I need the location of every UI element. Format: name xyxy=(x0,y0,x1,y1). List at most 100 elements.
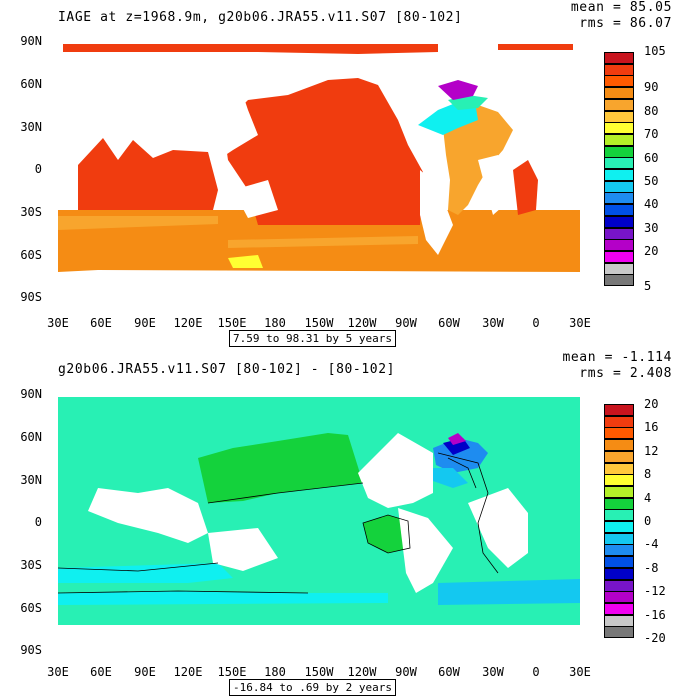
pacific-ocean-region xyxy=(223,78,423,225)
colorbar-swatch xyxy=(604,157,634,170)
colorbar-swatch xyxy=(604,415,634,428)
colorbar-swatch xyxy=(604,544,634,557)
colorbar-swatch xyxy=(604,450,634,463)
colorbar-label: 8 xyxy=(644,467,652,481)
colorbar-swatch xyxy=(604,75,634,88)
lon-label: 30E xyxy=(569,665,591,679)
lon-label: 90W xyxy=(395,316,417,330)
lat-label: 60N xyxy=(20,430,42,444)
colorbar-swatch xyxy=(604,532,634,545)
indian-ocean-region xyxy=(78,138,218,210)
colorbar-swatch xyxy=(604,439,634,452)
lon-label: 30W xyxy=(482,316,504,330)
lat-label: 0 xyxy=(34,515,42,529)
lon-label: 0 xyxy=(532,316,540,330)
map-title: g20b06.JRA55.v11.S07 [80-102] - [80-102] xyxy=(58,362,396,377)
lat-label: 90N xyxy=(20,387,42,401)
colorbar-label: 70 xyxy=(644,127,659,141)
lat-label: 30N xyxy=(20,120,42,134)
colorbar-label: -4 xyxy=(644,537,659,551)
colorbar-swatch xyxy=(604,262,634,275)
colorbar-swatch xyxy=(604,474,634,487)
lon-label: 150W xyxy=(304,316,334,330)
lon-label: 150W xyxy=(304,665,334,679)
lon-label: 180 xyxy=(264,665,286,679)
colorbar-swatch xyxy=(604,110,634,123)
colorbar-swatch xyxy=(604,556,634,569)
colorbar-swatch xyxy=(604,192,634,205)
colorbar-label: 80 xyxy=(644,104,659,118)
colorbar-swatch xyxy=(604,52,634,64)
colorbar-swatch xyxy=(604,215,634,228)
colorbar-label: 12 xyxy=(644,444,659,458)
contour-range-box: -16.84 to .69 by 2 years xyxy=(229,679,396,696)
lon-label: 150E xyxy=(217,665,247,679)
colorbar-swatch xyxy=(604,626,634,639)
colorbar-swatch xyxy=(604,250,634,263)
lat-label: 60S xyxy=(20,601,42,615)
colorbar-swatch xyxy=(604,87,634,100)
colorbar-swatch xyxy=(604,509,634,522)
colorbar-label: 0 xyxy=(644,514,652,528)
colorbar-swatch xyxy=(604,427,634,440)
lon-label: 90W xyxy=(395,665,417,679)
lon-label: 30W xyxy=(482,665,504,679)
lon-label: 60E xyxy=(90,316,112,330)
difference-map xyxy=(58,393,580,649)
colorbar-label: -16 xyxy=(644,608,666,622)
lat-label: 60N xyxy=(20,77,42,91)
colorbar-label: 20 xyxy=(644,244,659,258)
lon-label: 30E xyxy=(47,316,69,330)
colorbar-swatch xyxy=(604,274,634,287)
colorbar xyxy=(604,404,634,639)
difference-map-panel: g20b06.JRA55.v11.S07 [80-102] - [80-102]… xyxy=(0,350,700,700)
rms-value: rms = 2.408 xyxy=(579,366,672,381)
mean-value: mean = -1.114 xyxy=(562,350,672,365)
colorbar-swatch xyxy=(604,521,634,533)
colorbar-swatch xyxy=(604,204,634,217)
colorbar-label: -8 xyxy=(644,561,659,575)
colorbar xyxy=(604,52,634,287)
lat-label: 30S xyxy=(20,558,42,572)
colorbar-label: 105 xyxy=(644,44,666,58)
lat-label: 0 xyxy=(34,162,42,176)
lon-label: 30E xyxy=(47,665,69,679)
colorbar-swatch xyxy=(604,122,634,135)
colorbar-label: 40 xyxy=(644,197,659,211)
age-map-panel: IAGE at z=1968.9m, g20b06.JRA55.v11.S07 … xyxy=(20,0,672,347)
positive-anomaly-region xyxy=(198,433,363,503)
lat-label: 30S xyxy=(20,205,42,219)
map-title: IAGE at z=1968.9m, g20b06.JRA55.v11.S07 … xyxy=(58,10,463,25)
colorbar-label: 20 xyxy=(644,397,659,411)
difference-map-svg xyxy=(58,393,580,649)
colorbar-swatch xyxy=(604,602,634,615)
lon-label: 90E xyxy=(134,316,156,330)
lat-label: 30N xyxy=(20,473,42,487)
arctic-region xyxy=(63,44,438,54)
colorbar-swatch xyxy=(604,133,634,146)
lon-label: 90E xyxy=(134,665,156,679)
colorbar-label: 90 xyxy=(644,80,659,94)
age-map-svg xyxy=(58,40,580,296)
colorbar-label: 60 xyxy=(644,151,659,165)
lon-label: 120E xyxy=(173,316,203,330)
lon-label: 60E xyxy=(90,665,112,679)
colorbar-label: 50 xyxy=(644,174,659,188)
colorbar-label: -20 xyxy=(644,631,666,645)
colorbar-swatch xyxy=(604,404,634,416)
rms-value: rms = 86.07 xyxy=(579,16,672,31)
colorbar-label: 5 xyxy=(644,279,652,293)
contour-range-box: 7.59 to 98.31 by 5 years xyxy=(229,330,396,347)
colorbar-swatch xyxy=(604,180,634,193)
lat-label: 60S xyxy=(20,248,42,262)
colorbar-swatch xyxy=(604,462,634,475)
colorbar-swatch xyxy=(604,567,634,580)
lon-label: 120E xyxy=(173,665,203,679)
lat-label: 90S xyxy=(20,290,42,304)
lon-label: 120W xyxy=(347,316,377,330)
lon-label: 60W xyxy=(438,665,460,679)
colorbar-swatch xyxy=(604,591,634,604)
lat-label: 90S xyxy=(20,643,42,657)
lat-label: 90N xyxy=(20,34,42,48)
colorbar-swatch xyxy=(604,614,634,627)
